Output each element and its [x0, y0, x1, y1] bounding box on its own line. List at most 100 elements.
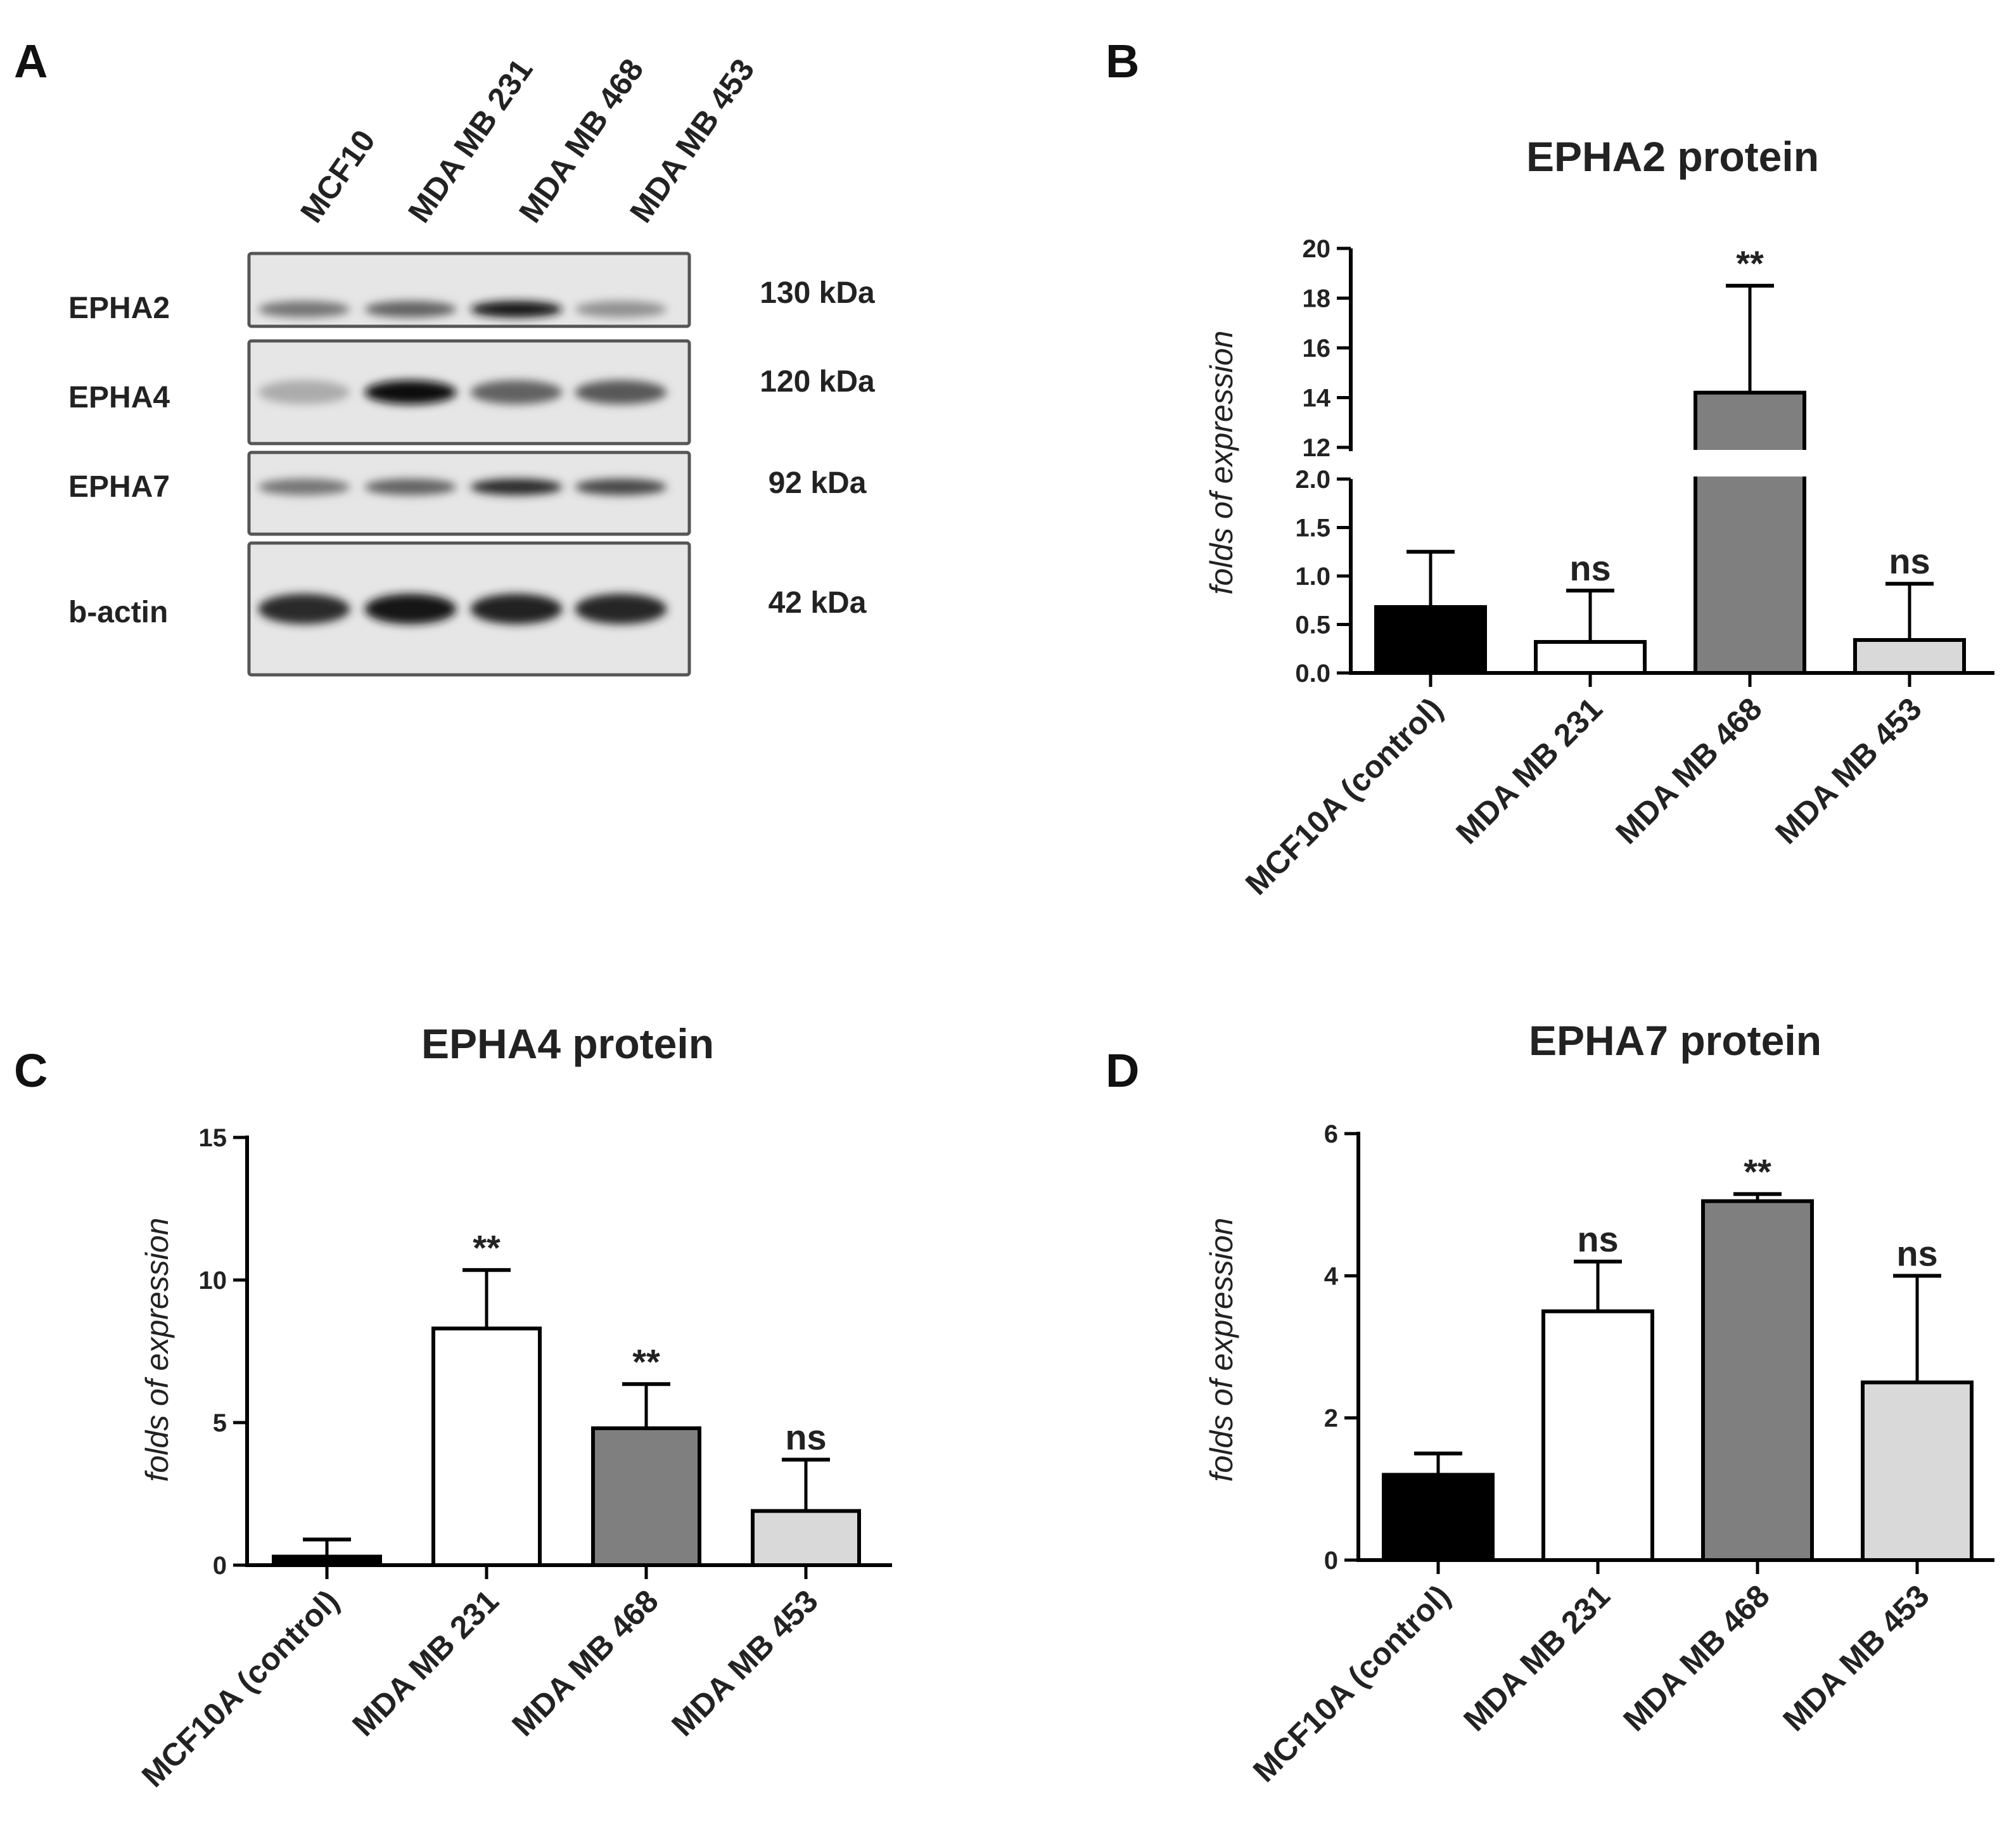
- y-tick-label: 0.0: [1295, 660, 1330, 688]
- panel-label-b: B: [1106, 35, 1139, 87]
- bar: [431, 1326, 542, 1567]
- x-tick-label: MDA MB 453: [665, 1583, 824, 1743]
- lane-label: MCF10: [293, 124, 382, 229]
- chart-epha2: EPHA2 protein folds of expression 0.0 0.5 1.…: [1204, 133, 1996, 902]
- significance-label: ns: [1889, 541, 1930, 581]
- y-tick-label: 18: [1303, 285, 1331, 313]
- significance-label: **: [1744, 1151, 1771, 1191]
- blot-membrane: [247, 451, 691, 536]
- x-tick-label: MDA MB 453: [1768, 691, 1928, 850]
- y-axis-label: folds of expression: [1204, 1218, 1239, 1482]
- bar: [1374, 605, 1487, 675]
- molecular-weight-label: 92 kDa: [769, 466, 867, 500]
- molecular-weight-label: 120 kDa: [760, 365, 875, 399]
- x-tick-label: MDA MB 453: [1776, 1578, 1936, 1738]
- blot-band: [258, 478, 350, 496]
- x-tick-label: MCF10A (control): [1246, 1578, 1457, 1789]
- bar: [1694, 390, 1806, 675]
- panel-label-c: C: [14, 1044, 48, 1097]
- panel-label-d: D: [1106, 1044, 1139, 1097]
- protein-label: b-actin: [68, 596, 168, 629]
- x-tick-label: MCF10A (control): [135, 1583, 346, 1794]
- lane-labels: MCF10 MDA MB 231 MDA MB 468 MDA MB 453: [293, 53, 762, 229]
- chart-title: EPHA7 protein: [1529, 1017, 1821, 1064]
- x-tick-label: MDA MB 231: [345, 1583, 505, 1743]
- significance-label: ns: [1896, 1233, 1937, 1273]
- bar: [751, 1509, 861, 1567]
- bar: [1701, 1199, 1814, 1562]
- y-tick-label: 4: [1324, 1262, 1339, 1290]
- bar: [1861, 1380, 1974, 1562]
- chart-epha4: EPHA4 protein folds of expression 0 5 10 15 MC…: [135, 1020, 892, 1794]
- y-tick-label: 2: [1324, 1405, 1338, 1433]
- protein-label: EPHA7: [68, 470, 170, 504]
- blot-band: [258, 380, 350, 404]
- bar-group: MCF10A (control): [1246, 1451, 1495, 1789]
- bar-group: MDA MB 231 ns: [1449, 548, 1647, 851]
- blot-row: EPHA7 92 kDa: [68, 451, 867, 536]
- x-tick-label: MCF10A (control): [1239, 691, 1450, 902]
- blot-band: [575, 478, 667, 496]
- y-tick-label: 12: [1303, 434, 1331, 462]
- chart-title: EPHA2 protein: [1526, 133, 1819, 180]
- significance-label: ns: [1569, 548, 1611, 588]
- blot-band: [575, 301, 667, 317]
- blot-band: [575, 380, 667, 404]
- blot-row: b-actin 42 kDa: [68, 541, 867, 677]
- significance-label: **: [632, 1341, 660, 1381]
- significance-label: **: [473, 1227, 501, 1267]
- panel-label-a: A: [14, 35, 48, 87]
- y-tick-label: 20: [1303, 235, 1331, 263]
- bar: [1541, 1309, 1654, 1563]
- protein-label: EPHA2: [68, 291, 170, 325]
- bar: [1534, 640, 1647, 675]
- chart-epha7: EPHA7 protein folds of expression 0 2 4 6 MCF1…: [1204, 1017, 1994, 1789]
- bar-group: MCF10A (control): [1239, 549, 1487, 902]
- y-tick-label: 6: [1324, 1120, 1338, 1148]
- blot-membrane: [247, 541, 691, 677]
- x-tick-label: MDA MB 231: [1449, 691, 1609, 850]
- blot-band: [470, 478, 563, 496]
- blot-band: [364, 380, 457, 404]
- y-tick-label: 0: [1324, 1547, 1338, 1575]
- axis-break: [1353, 450, 1996, 477]
- y-tick-label: 1.5: [1295, 515, 1330, 542]
- blot-band: [258, 594, 350, 624]
- y-tick-label: 15: [199, 1124, 227, 1152]
- blot-band: [364, 301, 457, 317]
- blot-band: [258, 301, 350, 317]
- y-tick-label: 2.0: [1295, 466, 1330, 494]
- y-tick-label: 14: [1303, 385, 1331, 413]
- bar: [1853, 637, 1966, 675]
- significance-label: ns: [1577, 1219, 1618, 1259]
- molecular-weight-label: 42 kDa: [769, 586, 867, 620]
- blot-band: [470, 594, 563, 624]
- y-tick-label: 0: [213, 1552, 227, 1580]
- blot-band: [364, 478, 457, 496]
- x-tick-label: MDA MB 468: [1609, 691, 1768, 850]
- y-tick-label: 10: [199, 1267, 227, 1295]
- protein-label: EPHA4: [68, 381, 170, 414]
- chart-title: EPHA4 protein: [421, 1020, 714, 1067]
- blot-band: [470, 301, 563, 317]
- blot-membrane: [247, 339, 691, 445]
- bar-group: MDA MB 468 **: [1609, 243, 1806, 851]
- blot-band: [470, 380, 563, 404]
- x-tick-label: MDA MB 468: [505, 1583, 665, 1743]
- y-tick-label: 5: [213, 1409, 227, 1437]
- x-tick-label: MDA MB 468: [1616, 1578, 1776, 1738]
- blot-row: EPHA2 130 kDa: [68, 252, 875, 328]
- bar: [272, 1554, 382, 1567]
- bar: [1382, 1473, 1495, 1562]
- y-tick-label: 0.5: [1295, 611, 1330, 639]
- molecular-weight-label: 130 kDa: [760, 276, 875, 310]
- bar: [591, 1426, 701, 1567]
- blot-band: [364, 594, 457, 624]
- bar-group: MDA MB 231 **: [345, 1227, 542, 1743]
- bar-group: MCF10A (control): [135, 1537, 382, 1794]
- western-blot: MCF10 MDA MB 231 MDA MB 468 MDA MB 453 E…: [68, 53, 875, 677]
- x-tick-label: MDA MB 231: [1457, 1578, 1616, 1738]
- blot-row: EPHA4 120 kDa: [68, 339, 875, 445]
- y-axis-label: folds of expression: [139, 1218, 175, 1482]
